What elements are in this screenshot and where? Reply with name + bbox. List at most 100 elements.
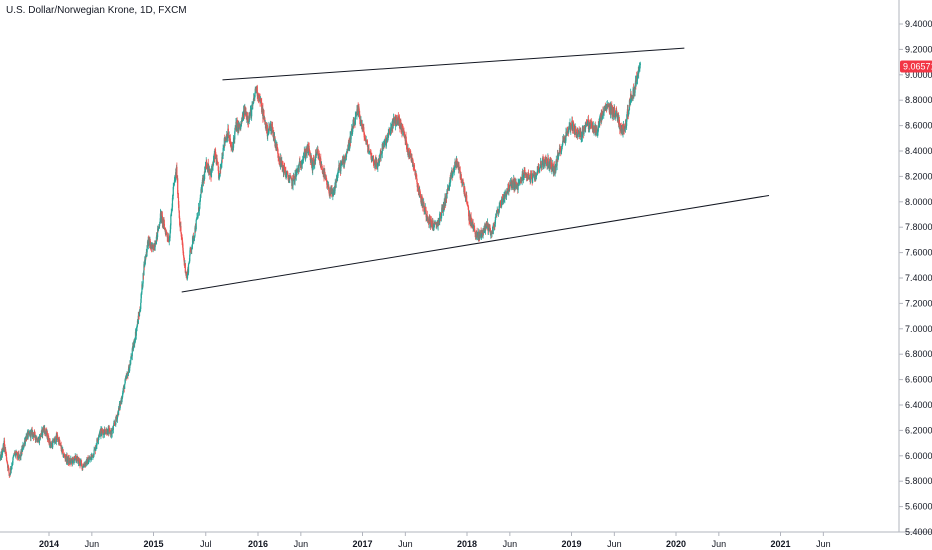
candle-body [546, 159, 548, 165]
candle-body [407, 148, 409, 153]
candle-body [96, 439, 98, 446]
candle-body [183, 261, 186, 265]
candle-body [271, 126, 273, 130]
candle-body [256, 86, 258, 96]
candle-body [562, 140, 564, 145]
candle-body [608, 103, 610, 106]
candle-body [140, 302, 142, 310]
candle-body [552, 163, 554, 167]
candle-body [73, 460, 75, 463]
candle-body [323, 172, 325, 179]
candle-body [245, 112, 248, 120]
candle-body [371, 158, 373, 162]
candle-body [196, 217, 198, 220]
candle-body [340, 164, 342, 172]
candle-body [372, 155, 375, 162]
candle-body [535, 174, 537, 176]
candle-body [101, 430, 104, 432]
x-axis[interactable]: 2014 Jun 2015 Jul 2016 Jun 2017 Jun 2018 Jun 2019 J… [39, 532, 831, 549]
candle-body [11, 464, 13, 466]
candle-body [480, 230, 482, 237]
candle-body [385, 139, 387, 147]
candle-body [460, 178, 463, 183]
candle-body [218, 170, 220, 179]
candle-body [324, 173, 326, 178]
candle-body [593, 127, 595, 134]
candle-body [174, 177, 176, 179]
candle-body [181, 238, 183, 241]
candle-body [21, 447, 24, 452]
candle-body [93, 449, 96, 450]
candle-body [288, 178, 291, 180]
candle-body [46, 432, 49, 440]
candle-body [358, 111, 360, 116]
candle-body [620, 126, 622, 130]
candle-body [75, 455, 77, 460]
candle-body [315, 153, 317, 156]
candle-body [416, 178, 418, 183]
candle-body [296, 170, 298, 172]
candle-body [490, 232, 492, 235]
candle-body [287, 172, 289, 177]
candle-body [447, 189, 449, 190]
candle-body [224, 140, 226, 144]
upper-trendline[interactable] [222, 47, 685, 81]
candle-body [394, 117, 396, 120]
candle-body [276, 146, 278, 151]
candle-body [183, 257, 185, 262]
candle-body [586, 124, 588, 126]
candle-body [259, 95, 261, 98]
y-axis[interactable]: 9.40000 9.20000 9.00000 8.80000 8.60000 8.400… [899, 19, 932, 537]
candle-body [353, 122, 355, 127]
candle-body [589, 125, 591, 128]
candle-body [346, 151, 348, 154]
candle-body [82, 466, 84, 468]
candle-body [539, 166, 541, 168]
candle-body [585, 125, 587, 129]
candle-body [504, 191, 506, 195]
candle-body [137, 315, 139, 324]
x-tick-label: 2015 [143, 539, 163, 549]
y-tick-label: 8.60000 [905, 121, 932, 131]
candle-body [304, 151, 306, 158]
candle-body [241, 119, 243, 124]
candle-body [508, 188, 510, 192]
y-tick-label: 7.60000 [905, 248, 932, 258]
candle-body [286, 172, 289, 174]
candle-body [209, 173, 211, 175]
candle-body [153, 249, 155, 251]
candle-body [147, 236, 149, 247]
candle-body [168, 239, 170, 242]
candle-body [309, 152, 311, 161]
candle-body [155, 236, 157, 244]
candle-body [564, 140, 567, 142]
y-tick-label: 7.20000 [905, 298, 932, 308]
candle-body [522, 176, 524, 180]
candle-body [324, 172, 326, 174]
candle-body [134, 340, 136, 342]
y-tick-label: 6.40000 [905, 400, 932, 410]
candle-body [2, 449, 4, 452]
candle-body [252, 102, 254, 104]
candle-body [372, 158, 374, 160]
candle-body [5, 454, 8, 460]
candle-body [490, 232, 492, 234]
trendlines-layer[interactable] [181, 47, 770, 293]
candle-body [415, 175, 418, 179]
candle-body [427, 218, 429, 221]
candle-body [103, 430, 105, 433]
candle-body [512, 179, 514, 188]
candle-body [139, 309, 141, 312]
candle-body [88, 459, 90, 462]
candle-body [44, 431, 47, 434]
lower-trendline[interactable] [181, 194, 770, 293]
candle-body [445, 201, 447, 204]
candle-body [349, 143, 351, 147]
candle-body [241, 115, 244, 122]
candle-body [14, 452, 16, 456]
candle-body [603, 112, 605, 116]
candle-body [166, 235, 168, 238]
candle-body [28, 431, 30, 434]
candle-body [434, 222, 436, 224]
